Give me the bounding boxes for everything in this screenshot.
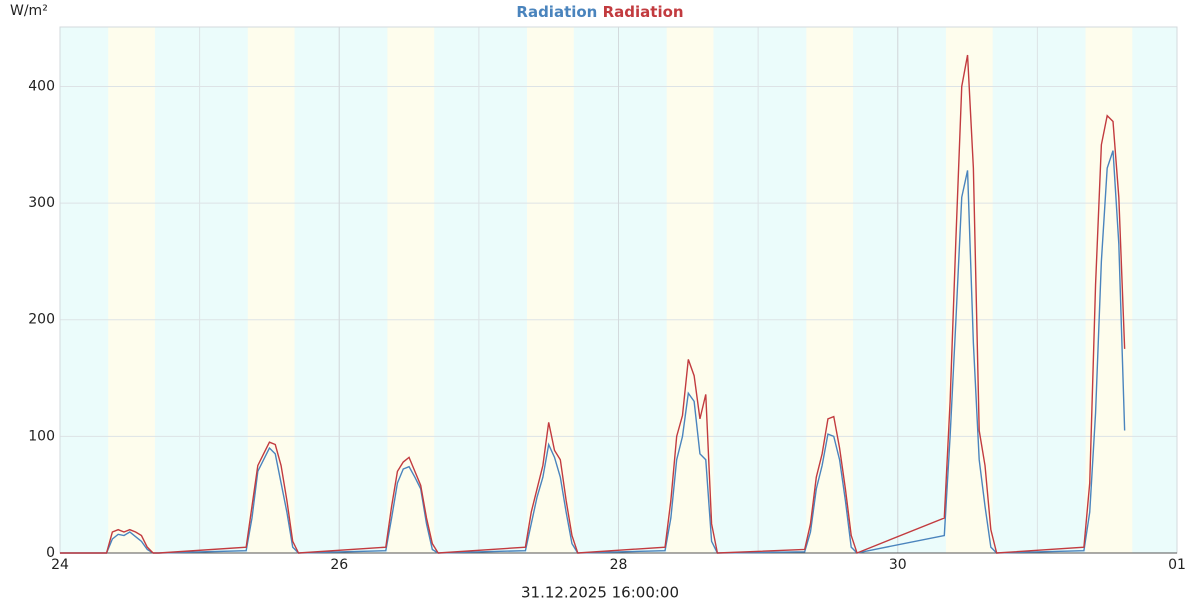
daylight-band <box>527 27 574 553</box>
x-tick-label: 30 <box>889 557 907 573</box>
x-tick-label: 26 <box>330 557 348 573</box>
y-tick-label: 100 <box>28 428 55 444</box>
legend-entry: Radiation <box>603 3 684 21</box>
legend-title: Radiation Radiation <box>516 3 683 21</box>
x-tick-label: 24 <box>51 557 69 573</box>
y-tick-label: 0 <box>46 545 55 561</box>
daylight-band <box>247 27 295 553</box>
daylight-band <box>1085 27 1133 553</box>
y-tick-label: 400 <box>28 78 55 94</box>
x-tick-label: 01 <box>1168 557 1186 573</box>
x-tick-label: 28 <box>610 557 628 573</box>
daylight-band <box>108 27 155 553</box>
y-axis-unit: W/m² <box>10 3 48 19</box>
series-line <box>60 150 1126 554</box>
y-tick-label: 200 <box>28 312 55 328</box>
series-line <box>60 54 1126 554</box>
daylight-band <box>387 27 435 553</box>
daylight-band <box>806 27 854 553</box>
y-tick-label: 300 <box>28 195 55 211</box>
legend-entry: Radiation <box>516 3 597 21</box>
x-axis-label: 31.12.2025 16:00:00 <box>521 584 679 600</box>
